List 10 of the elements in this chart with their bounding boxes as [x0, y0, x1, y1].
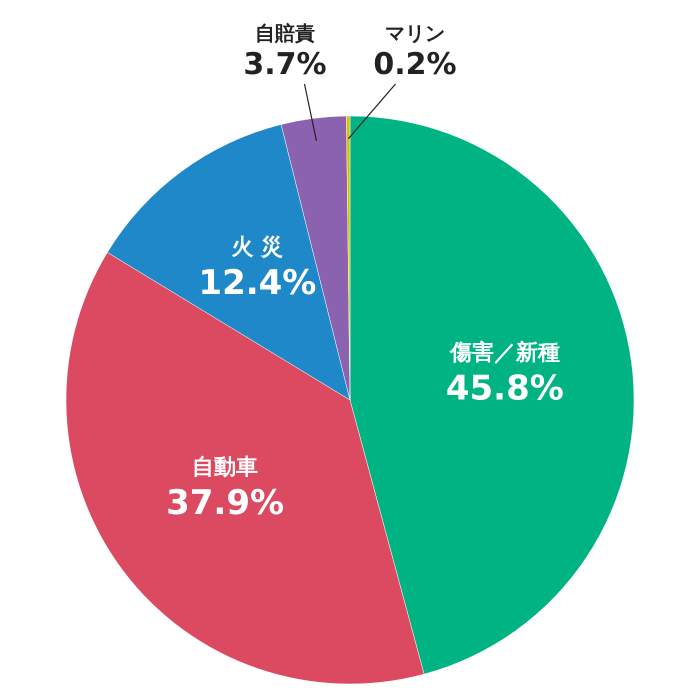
data-label: 45.8% [446, 368, 564, 408]
data-label: 0.2% [373, 47, 457, 82]
slice-label: 火 災 [232, 235, 284, 260]
data-label: 3.7% [243, 47, 327, 82]
slice-label: 自動車 [192, 454, 258, 480]
data-label: 12.4% [198, 263, 316, 304]
slice-label: マリン [385, 21, 445, 45]
slice-label: 自賠責 [255, 21, 315, 45]
data-label: 37.9% [166, 482, 284, 523]
slice-label: 傷害／新種 [448, 339, 560, 366]
